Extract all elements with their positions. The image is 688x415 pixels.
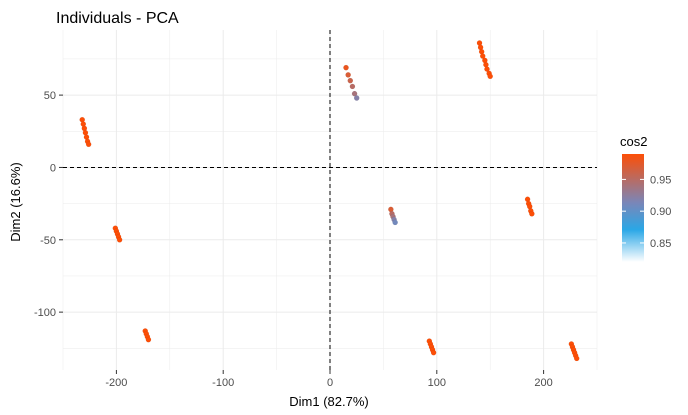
legend-cos2: cos2 0.85 0.90 0.95 [620, 134, 671, 262]
data-point [392, 219, 398, 226]
data-point [573, 355, 580, 362]
y-axis-title: Dim2 (16.6%) [8, 162, 23, 241]
data-points [79, 40, 580, 362]
x-tick-label: -100 [212, 377, 234, 389]
data-point [487, 73, 493, 80]
data-point [479, 53, 486, 59]
data-point [529, 210, 535, 217]
y-tick-label: 50 [44, 90, 56, 102]
data-point [116, 237, 123, 243]
legend-title: cos2 [620, 134, 647, 149]
data-point [145, 336, 152, 343]
x-tick-label: -200 [105, 377, 127, 389]
data-point [484, 66, 490, 72]
data-point [349, 83, 356, 90]
legend-tick-label: 0.90 [650, 206, 671, 218]
y-tick-label: -100 [34, 307, 56, 319]
data-point [351, 90, 358, 97]
legend-tick-label: 0.95 [650, 174, 671, 186]
data-point [430, 349, 437, 356]
legend-colorbar [622, 154, 644, 262]
reference-lines [63, 30, 597, 370]
y-tick-label: 0 [50, 162, 56, 174]
data-point [347, 77, 354, 84]
chart-title: Individuals - PCA [56, 10, 179, 27]
y-tick-label: -50 [40, 235, 56, 247]
data-point [343, 64, 349, 71]
axis-ticks: -200 -100 0 100 200 -100 -50 0 50 [34, 90, 553, 389]
data-point [345, 72, 351, 78]
legend-tick-label: 0.85 [650, 238, 671, 250]
data-point [353, 95, 360, 101]
x-tick-label: 200 [534, 377, 552, 389]
x-tick-label: 100 [428, 377, 446, 389]
x-axis-title: Dim1 (82.7%) [289, 394, 368, 409]
x-tick-label: 0 [327, 377, 333, 389]
data-point [85, 141, 92, 148]
